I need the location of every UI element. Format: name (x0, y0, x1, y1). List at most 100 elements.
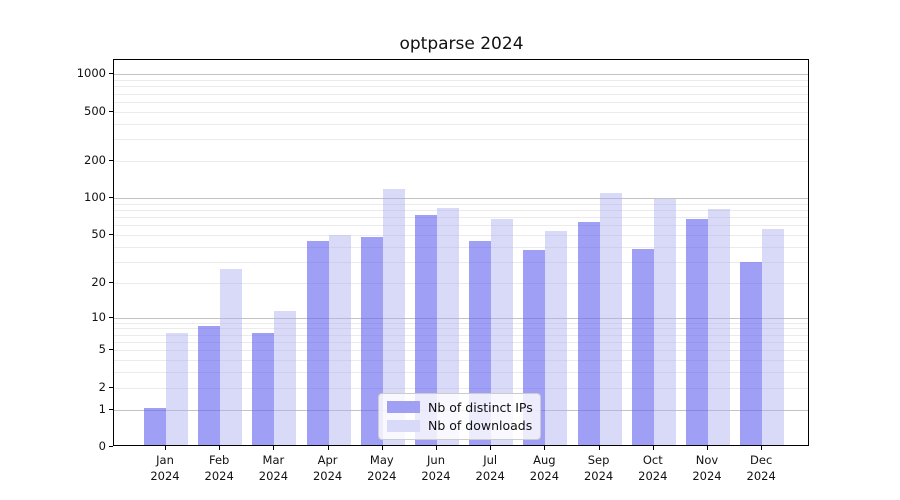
xtick-mark-apr (327, 446, 329, 450)
bar-oct-distinct-ips (631, 248, 654, 445)
gridline-600 (114, 101, 808, 103)
ytick-label-500: 500 (84, 103, 106, 118)
ytick-mark-10 (109, 316, 113, 318)
ytick-mark-2 (109, 386, 113, 388)
ytick-label-10: 10 (91, 309, 106, 324)
bar-nov-distinct-ips (686, 219, 708, 445)
chart-title: optparse 2024 (399, 34, 524, 54)
ytick-label-200: 200 (84, 152, 106, 167)
ytick-mark-0 (109, 446, 113, 447)
gridline-70 (114, 217, 808, 219)
bar-may-distinct-ips (360, 237, 383, 445)
bar-sep-distinct-ips (577, 221, 600, 445)
bar-oct-downloads (653, 198, 676, 445)
ytick-label-100: 100 (84, 190, 106, 205)
gridline-500 (114, 111, 808, 113)
ytick-label-50: 50 (91, 226, 106, 241)
bar-jan-downloads (166, 332, 188, 445)
gridline-400 (114, 123, 808, 125)
gridline-9 (114, 322, 808, 324)
bar-nov-downloads (708, 209, 730, 445)
xtick-mark-dec (761, 446, 763, 450)
xtick-label-may: May 2024 (367, 453, 397, 483)
bar-feb-distinct-ips (198, 326, 221, 445)
bar-apr-distinct-ips (306, 240, 329, 445)
ytick-mark-50 (109, 233, 113, 235)
xtick-label-mar: Mar 2024 (258, 453, 289, 483)
gridline-800 (114, 86, 808, 88)
bar-sep-downloads (599, 193, 622, 445)
gridline-2 (114, 387, 808, 389)
xtick-label-sep: Sep 2024 (583, 453, 614, 483)
ytick-mark-1 (109, 408, 113, 410)
bar-mar-downloads (274, 310, 297, 445)
xtick-label-jan: Jan 2024 (150, 453, 180, 483)
ytick-label-1: 1 (98, 401, 106, 416)
gridline-1000 (114, 74, 808, 76)
ytick-mark-5 (109, 349, 113, 351)
xtick-mark-nov (707, 446, 708, 450)
gridline-10 (114, 317, 808, 319)
xtick-mark-mar (273, 446, 275, 450)
gridline-5 (114, 350, 808, 352)
xtick-mark-sep (598, 446, 600, 450)
legend-swatch-distinct-ips (387, 401, 420, 414)
bar-dec-downloads (762, 228, 785, 445)
ytick-mark-100 (109, 197, 113, 199)
legend-entry-downloads: Nb of downloads (387, 418, 532, 433)
bar-jan-distinct-ips (144, 407, 166, 445)
gridline-6 (114, 342, 808, 344)
plot-area (113, 59, 809, 446)
bar-jun-downloads (437, 207, 459, 445)
bar-dec-distinct-ips (740, 261, 763, 445)
xtick-label-apr: Apr 2024 (312, 453, 343, 483)
gridline-4 (114, 360, 808, 362)
legend-swatch-downloads (387, 419, 420, 432)
bar-aug-downloads (545, 230, 568, 445)
legend-label-distinct-ips: Nb of distinct IPs (428, 399, 533, 415)
legend: Nb of distinct IPs Nb of downloads (378, 393, 541, 440)
xtick-label-dec: Dec 2024 (746, 453, 776, 483)
xtick-label-feb: Feb 2024 (204, 453, 234, 483)
xtick-label-jun: Jun 2024 (421, 453, 451, 483)
gridline-7 (114, 334, 808, 336)
bar-apr-downloads (328, 235, 351, 445)
xtick-label-aug: Aug 2024 (529, 453, 560, 483)
ytick-label-2: 2 (98, 379, 106, 394)
gridline-30 (114, 261, 808, 263)
ytick-mark-500 (109, 110, 113, 112)
bar-feb-downloads (220, 269, 243, 445)
ytick-label-20: 20 (91, 274, 106, 289)
xtick-mark-feb (219, 446, 221, 450)
bar-jun-distinct-ips (415, 215, 437, 445)
legend-label-downloads: Nb of downloads (428, 418, 533, 434)
gridline-900 (114, 79, 808, 81)
ytick-label-5: 5 (98, 342, 106, 357)
ytick-mark-1000 (109, 73, 113, 75)
ytick-mark-20 (109, 281, 113, 283)
bar-jul-downloads (491, 219, 514, 445)
legend-entry-distinct-ips: Nb of distinct IPs (387, 399, 533, 415)
xtick-mark-aug (544, 446, 546, 450)
xtick-label-nov: Nov 2024 (692, 453, 722, 483)
gridline-200 (114, 160, 808, 162)
xtick-mark-jun (436, 446, 437, 450)
ytick-mark-200 (109, 159, 113, 161)
gridline-90 (114, 203, 808, 205)
gridline-3 (114, 372, 808, 374)
gridline-40 (114, 246, 808, 248)
xtick-mark-oct (652, 446, 654, 450)
xtick-mark-may (381, 446, 383, 450)
xtick-mark-jan (165, 446, 166, 450)
gridline-50 (114, 234, 808, 236)
gridline-80 (114, 209, 808, 211)
gridline-8 (114, 328, 808, 330)
xtick-label-oct: Oct 2024 (638, 453, 668, 483)
gridline-100 (114, 198, 808, 200)
gridline-300 (114, 139, 808, 141)
gridline-700 (114, 93, 808, 95)
xtick-mark-jul (490, 446, 492, 450)
ytick-label-0: 0 (98, 439, 106, 453)
ytick-label-1000: 1000 (76, 66, 106, 81)
